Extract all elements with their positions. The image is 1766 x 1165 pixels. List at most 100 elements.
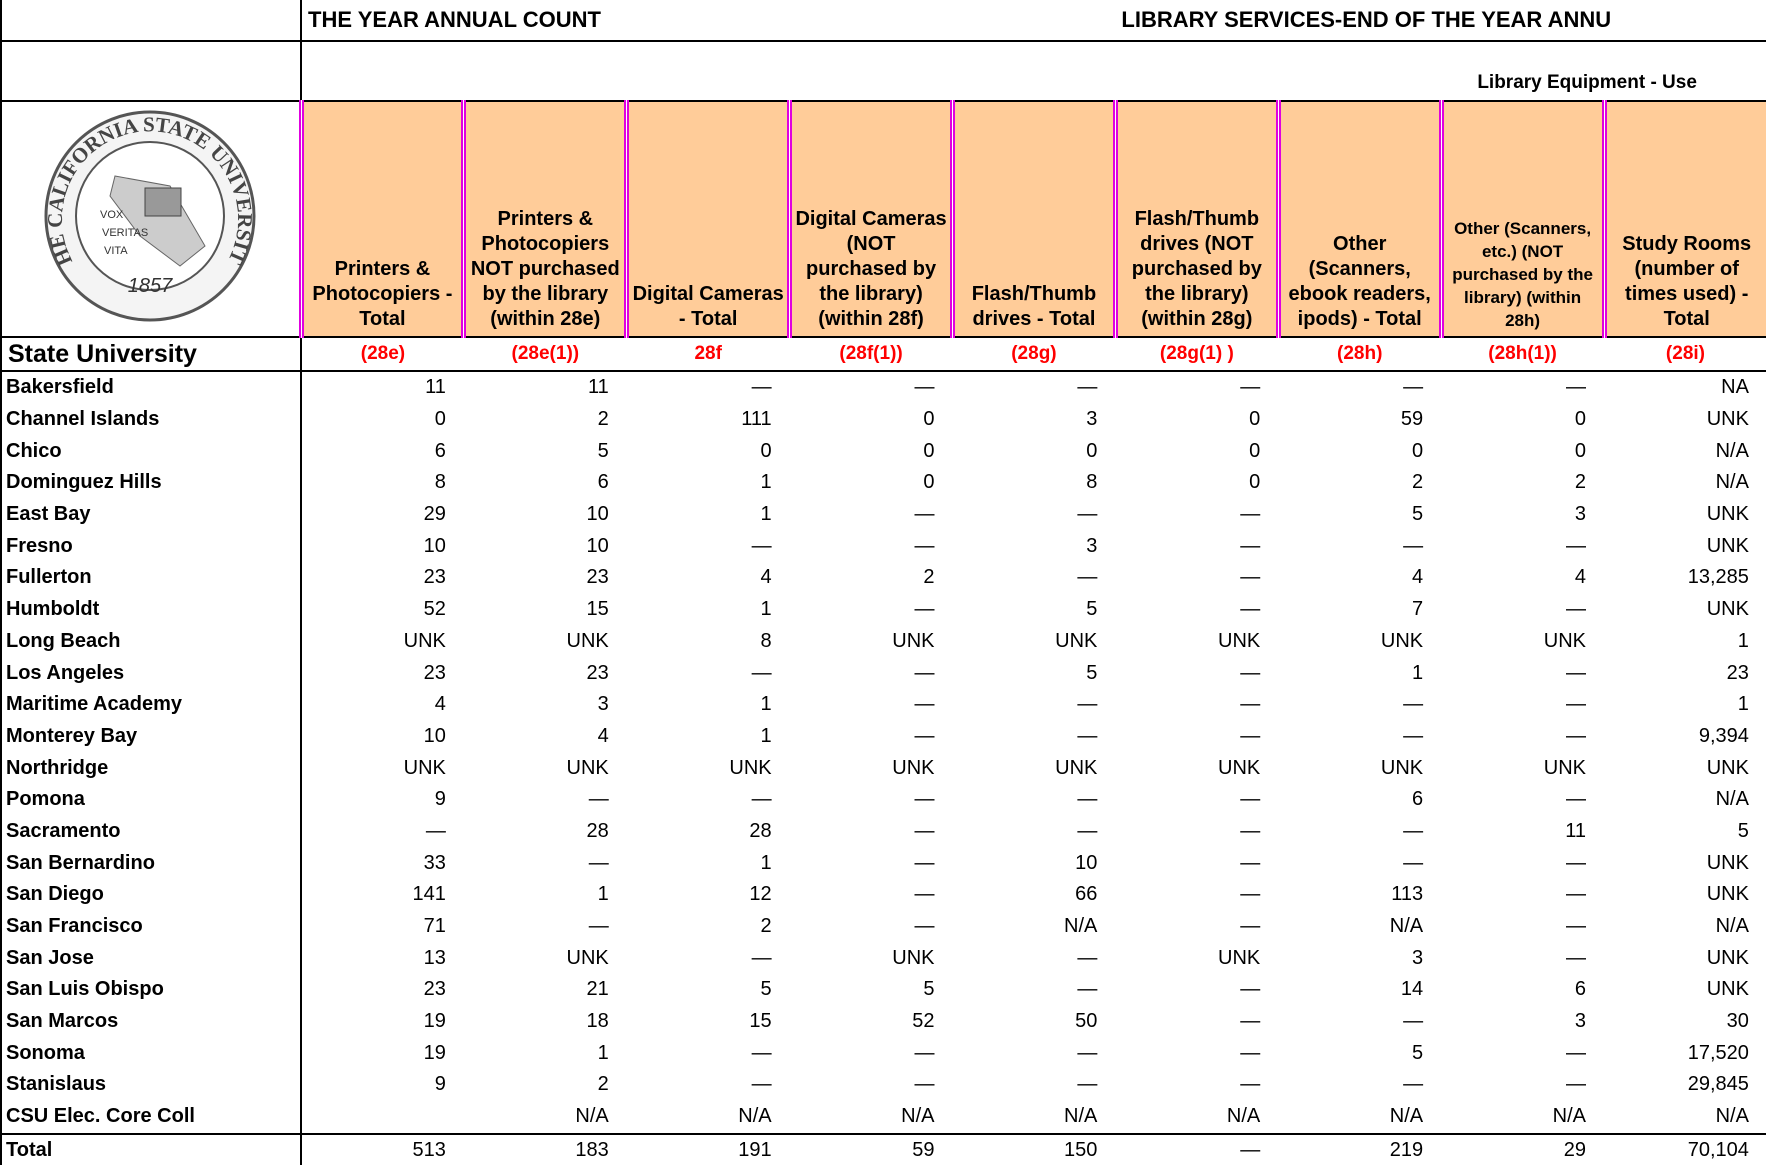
value-cell: 70,104 bbox=[1604, 1132, 1766, 1165]
campus-name: Stanislaus bbox=[0, 1069, 302, 1101]
value-cell: N/A bbox=[1715, 1105, 1749, 1128]
value-cell: 23 bbox=[586, 661, 609, 684]
value-cell: 33 bbox=[423, 851, 446, 874]
value-cell: — bbox=[1566, 376, 1587, 399]
value-cell: — bbox=[1240, 724, 1261, 747]
value-cell: — bbox=[914, 819, 935, 842]
value-cell: — bbox=[1403, 1010, 1424, 1033]
value-cell: 8 bbox=[760, 629, 772, 652]
value-cell: — bbox=[1240, 566, 1261, 589]
value-cell: 0 bbox=[1086, 439, 1098, 462]
value-cell: N/A bbox=[1715, 471, 1749, 494]
campus-name: Sonoma bbox=[0, 1037, 302, 1070]
data-row: Sacramento — 28 28 — — — — 11 5 bbox=[0, 815, 1766, 848]
column-header: Printers & Photocopiers - Total bbox=[298, 101, 464, 337]
value-cell: 8 bbox=[434, 471, 446, 494]
section-row: Library Equipment - Use bbox=[0, 41, 1766, 102]
column-header: Flash/Thumb drives - Total bbox=[950, 101, 1116, 337]
value-cell: 66 bbox=[1075, 883, 1098, 906]
value-cell: UNK bbox=[1055, 756, 1098, 779]
value-cell: 17,520 bbox=[1687, 1041, 1749, 1064]
value-cell: 50 bbox=[1075, 1010, 1098, 1033]
value-cell: UNK bbox=[1706, 534, 1749, 557]
value-cell: UNK bbox=[566, 946, 609, 969]
campus-name: Northridge bbox=[0, 752, 302, 784]
value-cell: UNK bbox=[566, 756, 609, 779]
column-code: (28i) bbox=[1604, 336, 1766, 372]
right-title: LIBRARY SERVICES-END OF THE YEAR ANNU bbox=[1115, 0, 1766, 42]
value-cell: — bbox=[588, 851, 609, 874]
campus-name: Pomona bbox=[0, 783, 302, 816]
value-cell: 2 bbox=[1574, 471, 1587, 494]
value-cell: 5 bbox=[1412, 503, 1424, 526]
value-cell: — bbox=[1240, 1041, 1261, 1064]
value-cell: — bbox=[751, 376, 772, 399]
cell bbox=[0, 41, 302, 102]
value-cell: — bbox=[1240, 503, 1261, 526]
value-cell: — bbox=[1403, 693, 1424, 716]
value-cell: — bbox=[914, 724, 935, 747]
value-cell: — bbox=[1566, 661, 1587, 684]
column-header: Digital Cameras - Total bbox=[624, 101, 790, 337]
value-cell: 111 bbox=[741, 408, 772, 431]
value-cell: 9,394 bbox=[1698, 724, 1749, 747]
book bbox=[144, 187, 182, 217]
value-cell: 7 bbox=[1412, 598, 1424, 621]
value-cell: 0 bbox=[1249, 471, 1261, 494]
value-cell: — bbox=[751, 1041, 772, 1064]
value-cell: 141 bbox=[412, 883, 446, 906]
value-cell: 1 bbox=[1412, 661, 1424, 684]
data-row: Northridge UNK UNK UNK UNK UNK UNK UNK UNK UNK bbox=[0, 752, 1766, 784]
column-code: (28h) bbox=[1278, 336, 1442, 372]
column-header: Other (Scanners, ebook readers, ipods) -… bbox=[1275, 101, 1442, 337]
value-cell bbox=[301, 1101, 464, 1134]
campus-name: Chico bbox=[0, 435, 302, 468]
value-cell: — bbox=[1566, 693, 1587, 716]
value-cell: UNK bbox=[1706, 408, 1749, 431]
value-cell: — bbox=[1077, 1041, 1098, 1064]
value-cell: 15 bbox=[749, 1010, 772, 1033]
value-cell: 0 bbox=[760, 439, 772, 462]
value-cell: — bbox=[1240, 978, 1261, 1001]
value-cell: — bbox=[1077, 946, 1098, 969]
value-cell: — bbox=[1077, 819, 1098, 842]
value-cell: N/A bbox=[901, 1105, 935, 1128]
value-cell: 1 bbox=[1737, 693, 1749, 716]
value-cell: — bbox=[1403, 534, 1424, 557]
campus-name: CSU Elec. Core Coll bbox=[0, 1100, 302, 1134]
campus-name: East Bay bbox=[0, 498, 302, 531]
campus-name: Long Beach bbox=[0, 625, 302, 658]
data-row: San Marcos 19 18 15 52 50 — — 3 30 bbox=[0, 1005, 1766, 1038]
value-cell: — bbox=[1240, 534, 1261, 557]
value-cell: N/A bbox=[1715, 439, 1749, 462]
value-cell: — bbox=[1566, 724, 1587, 747]
seal-year: 1857 bbox=[128, 275, 173, 297]
value-cell: — bbox=[1566, 598, 1587, 621]
value-cell: — bbox=[1403, 724, 1424, 747]
campus-name: San Francisco bbox=[0, 910, 302, 943]
value-cell: 0 bbox=[434, 408, 446, 431]
value-cell: 5 bbox=[1086, 598, 1098, 621]
value-cell: 9 bbox=[434, 788, 446, 811]
data-row: CSU Elec. Core Coll N/A N/A N/A N/A N/A N/A N/A… bbox=[0, 1100, 1766, 1134]
value-cell: 59 bbox=[789, 1132, 953, 1165]
value-cell: — bbox=[1077, 376, 1098, 399]
value-cell: — bbox=[1240, 1073, 1261, 1096]
campus-name: Maritime Academy bbox=[0, 688, 302, 721]
value-cell: NA bbox=[1721, 376, 1749, 399]
value-cell: — bbox=[1566, 1041, 1587, 1064]
value-cell: 1 bbox=[760, 598, 772, 621]
value-cell: UNK bbox=[1543, 629, 1587, 652]
campus-name: Humboldt bbox=[0, 593, 302, 626]
column-code: (28e) bbox=[301, 336, 464, 372]
value-cell: — bbox=[914, 1073, 935, 1096]
column-code: (28e(1)) bbox=[463, 336, 627, 372]
value-cell: 9 bbox=[434, 1073, 446, 1096]
value-cell: 4 bbox=[760, 566, 772, 589]
value-cell: 0 bbox=[923, 439, 935, 462]
value-cell: — bbox=[1403, 819, 1424, 842]
left-title: THE YEAR ANNUAL COUNT bbox=[301, 0, 1116, 42]
value-cell: 11 bbox=[425, 376, 446, 399]
data-row: Monterey Bay 10 4 1 — — — — — 9,394 bbox=[0, 720, 1766, 753]
